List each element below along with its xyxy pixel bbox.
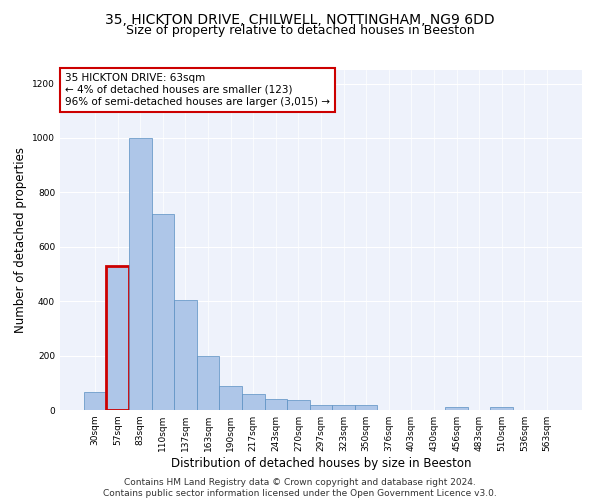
- Bar: [174, 300, 197, 410]
- Bar: [332, 404, 355, 410]
- Bar: [287, 400, 310, 410]
- Bar: [197, 356, 220, 410]
- Bar: [265, 399, 287, 410]
- Y-axis label: Number of detached properties: Number of detached properties: [14, 147, 26, 333]
- Bar: [490, 408, 513, 410]
- Bar: [84, 392, 106, 410]
- Bar: [220, 386, 242, 410]
- Bar: [355, 404, 377, 410]
- Bar: [310, 404, 332, 410]
- X-axis label: Distribution of detached houses by size in Beeston: Distribution of detached houses by size …: [171, 457, 471, 470]
- Bar: [129, 138, 152, 410]
- Bar: [242, 394, 265, 410]
- Text: 35 HICKTON DRIVE: 63sqm
← 4% of detached houses are smaller (123)
96% of semi-de: 35 HICKTON DRIVE: 63sqm ← 4% of detached…: [65, 74, 330, 106]
- Text: 35, HICKTON DRIVE, CHILWELL, NOTTINGHAM, NG9 6DD: 35, HICKTON DRIVE, CHILWELL, NOTTINGHAM,…: [105, 12, 495, 26]
- Text: Contains HM Land Registry data © Crown copyright and database right 2024.
Contai: Contains HM Land Registry data © Crown c…: [103, 478, 497, 498]
- Bar: [445, 406, 468, 410]
- Text: Size of property relative to detached houses in Beeston: Size of property relative to detached ho…: [125, 24, 475, 37]
- Bar: [152, 214, 174, 410]
- Bar: [106, 266, 129, 410]
